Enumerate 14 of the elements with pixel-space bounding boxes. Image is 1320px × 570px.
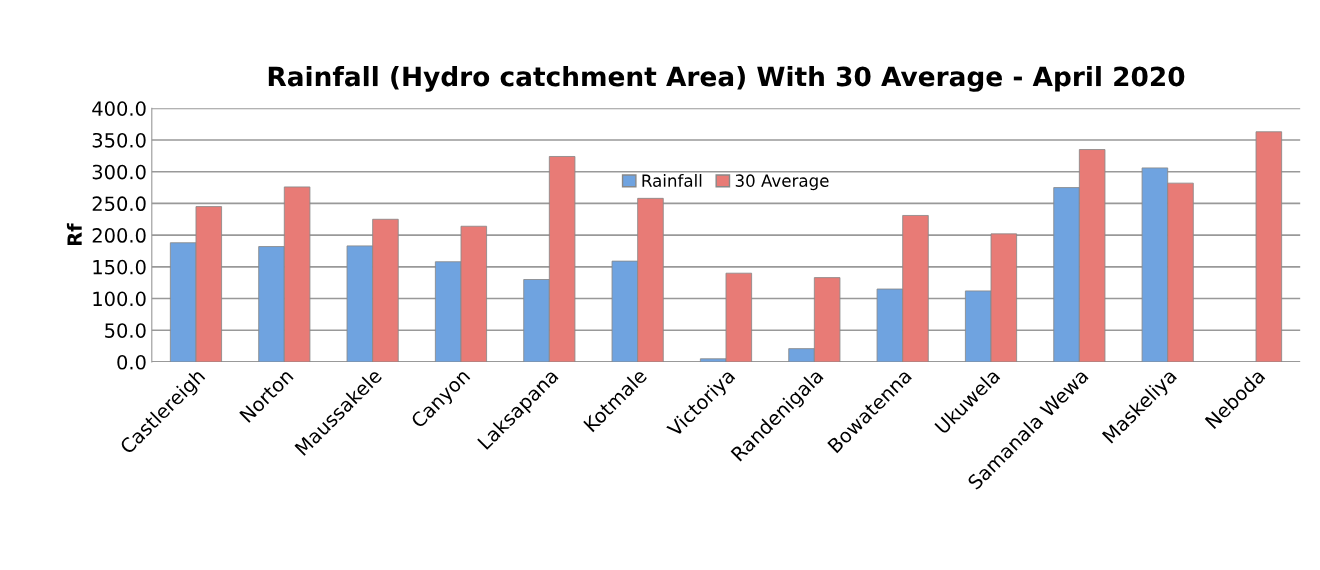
y-tick-label: 0.0 <box>117 354 146 370</box>
y-tick-label: 200.0 <box>92 228 146 243</box>
y-tick-label: 400.0 <box>92 101 146 116</box>
legend-label: 30 Average <box>735 174 829 191</box>
bar <box>1255 131 1283 362</box>
y-tick-label: 250.0 <box>92 196 146 212</box>
y-tick-label: 300.0 <box>92 164 146 180</box>
y-tick-label: 50.0 <box>105 323 146 338</box>
legend-label: Rainfall <box>642 174 702 187</box>
y-tick-label: 100.0 <box>93 291 146 307</box>
y-axis-title: Rf <box>66 223 82 246</box>
y-tick-label: 150.0 <box>93 259 146 275</box>
y-tick-label: 350.0 <box>92 132 146 148</box>
chart-title: Rainfall (Hydro catchment Area) With 30 Average - April 2020 <box>268 66 1185 92</box>
